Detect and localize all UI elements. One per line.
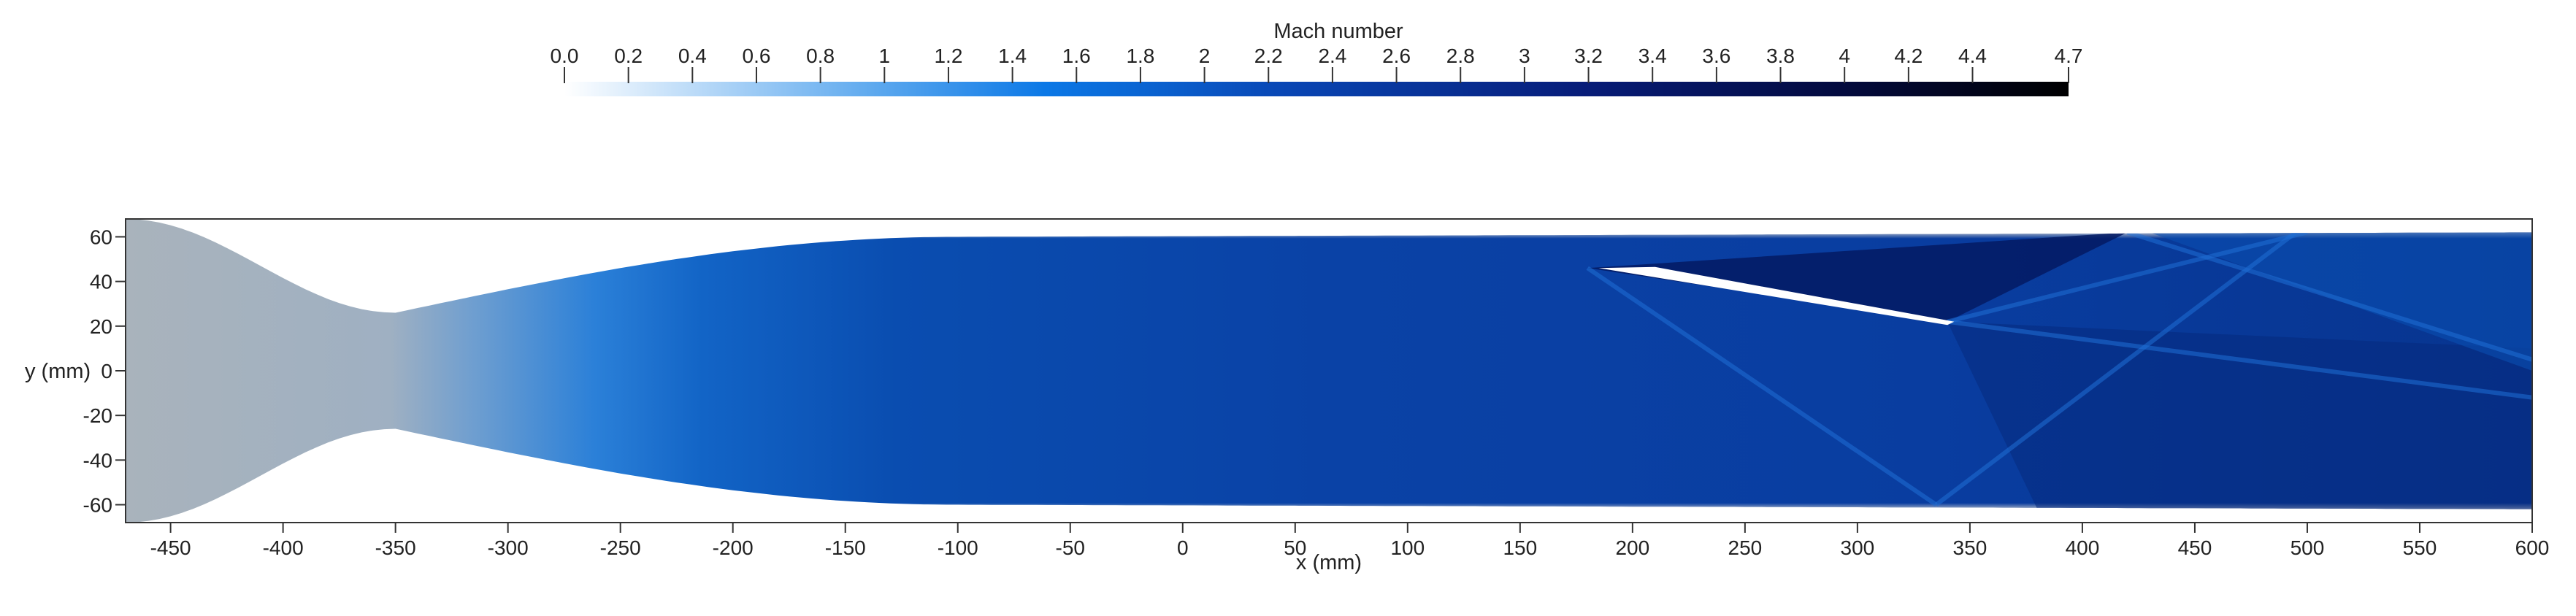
x-tick-label: 250 bbox=[1728, 536, 1763, 559]
colorbar-tick-label: 2.4 bbox=[1318, 45, 1346, 67]
y-axis-ticks: 60 40 20 0 -20 -40 -60 bbox=[83, 226, 126, 517]
x-tick-label: 100 bbox=[1390, 536, 1425, 559]
x-tick-label: -50 bbox=[1056, 536, 1085, 559]
y-tick-label: 40 bbox=[90, 271, 112, 293]
x-tick-label: 50 bbox=[1284, 536, 1306, 559]
colorbar-tick-label: 1.4 bbox=[998, 45, 1027, 67]
colorbar-tick-label: 0.8 bbox=[806, 45, 835, 67]
colorbar-tick-label: 1.6 bbox=[1062, 45, 1091, 67]
x-axis-title: x (mm) bbox=[1296, 551, 1362, 574]
colorbar-tick-label: 0.0 bbox=[551, 45, 579, 67]
wake-region bbox=[1947, 321, 2532, 509]
x-tick-label: 600 bbox=[2515, 536, 2550, 559]
colorbar-tick-label: 0.4 bbox=[678, 45, 707, 67]
shock-wave-line bbox=[1586, 266, 1938, 507]
colorbar-tick-label: 4.2 bbox=[1894, 45, 1923, 67]
colorbar-ticks: 0.0 0.2 0.4 0.6 0.8 1 1.2 1.4 1.6 1.8 2 2.2 2.4 2.6 2.… bbox=[551, 45, 2083, 83]
colorbar-tick-label: 1 bbox=[879, 45, 891, 67]
x-tick-label: -150 bbox=[825, 536, 866, 559]
x-tick-label: -300 bbox=[488, 536, 529, 559]
shock-wave-line bbox=[1947, 319, 2532, 400]
colorbar-tick-label: 1.8 bbox=[1126, 45, 1154, 67]
colorbar-tick-label: 3.2 bbox=[1574, 45, 1603, 67]
colorbar-tick-label: 3.4 bbox=[1638, 45, 1667, 67]
mach-contour-field bbox=[126, 219, 2532, 523]
colorbar-tick-label: 3.6 bbox=[1702, 45, 1730, 67]
y-tick-label: 0 bbox=[101, 360, 112, 382]
x-tick-label: -350 bbox=[375, 536, 416, 559]
x-tick-label: -450 bbox=[150, 536, 191, 559]
y-tick-label: -60 bbox=[83, 494, 112, 517]
x-tick-label: 500 bbox=[2291, 536, 2325, 559]
shock-wave-line bbox=[1934, 230, 2298, 507]
colorbar-tick-label: 2.8 bbox=[1446, 45, 1475, 67]
x-tick-label: 450 bbox=[2178, 536, 2212, 559]
x-tick-label: -200 bbox=[713, 536, 754, 559]
y-tick-label: -40 bbox=[83, 449, 112, 471]
colorbar-tick-label: 0.2 bbox=[614, 45, 643, 67]
flow-field-plot: -450 -400 -350 -300 -250 -200 -150 -100 -50 0 50 10… bbox=[25, 218, 2550, 574]
x-tick-label: 400 bbox=[2066, 536, 2100, 559]
y-tick-label: -20 bbox=[83, 404, 112, 427]
x-tick-label: 300 bbox=[1841, 536, 1875, 559]
x-axis-ticks: -450 -400 -350 -300 -250 -200 -150 -100 -50 0 50 10… bbox=[150, 523, 2550, 559]
colorbar-title: Mach number bbox=[1273, 20, 1403, 43]
shock-wave-line bbox=[1947, 230, 2308, 324]
x-tick-label: 550 bbox=[2403, 536, 2437, 559]
x-tick-label: 350 bbox=[1953, 536, 1987, 559]
y-tick-label: 20 bbox=[90, 315, 112, 338]
colorbar-tick-label: 4.7 bbox=[2055, 45, 2083, 67]
x-tick-label: -100 bbox=[938, 536, 978, 559]
colorbar-tick-label: 4.4 bbox=[1958, 45, 1987, 67]
colorbar-gradient bbox=[564, 82, 2069, 96]
y-tick-label: 60 bbox=[90, 226, 112, 248]
colorbar-tick-label: 0.6 bbox=[743, 45, 771, 67]
shock-wave-line bbox=[2126, 230, 2532, 362]
wedge-body bbox=[1598, 266, 1955, 326]
colorbar-tick-label: 2 bbox=[1199, 45, 1211, 67]
x-tick-label: 200 bbox=[1615, 536, 1649, 559]
colorbar: Mach number 0.0 0.2 0.4 0.6 0.8 1 1.2 1.4 1.6 1.8… bbox=[551, 20, 2083, 96]
colorbar-tick-label: 2.6 bbox=[1382, 45, 1411, 67]
x-tick-label: 0 bbox=[1177, 536, 1189, 559]
x-tick-label: -400 bbox=[263, 536, 304, 559]
reflected-shock-region bbox=[2150, 232, 2532, 371]
colorbar-tick-label: 3 bbox=[1519, 45, 1530, 67]
colorbar-tick-label: 1.2 bbox=[934, 45, 962, 67]
y-axis-title: y (mm) bbox=[25, 360, 91, 383]
x-tick-label: 150 bbox=[1503, 536, 1537, 559]
colorbar-tick-label: 3.8 bbox=[1766, 45, 1795, 67]
x-tick-label: -250 bbox=[600, 536, 641, 559]
colorbar-tick-label: 2.2 bbox=[1254, 45, 1283, 67]
colorbar-tick-label: 4 bbox=[1839, 45, 1850, 67]
expansion-region-above-ramp bbox=[1587, 232, 2128, 322]
